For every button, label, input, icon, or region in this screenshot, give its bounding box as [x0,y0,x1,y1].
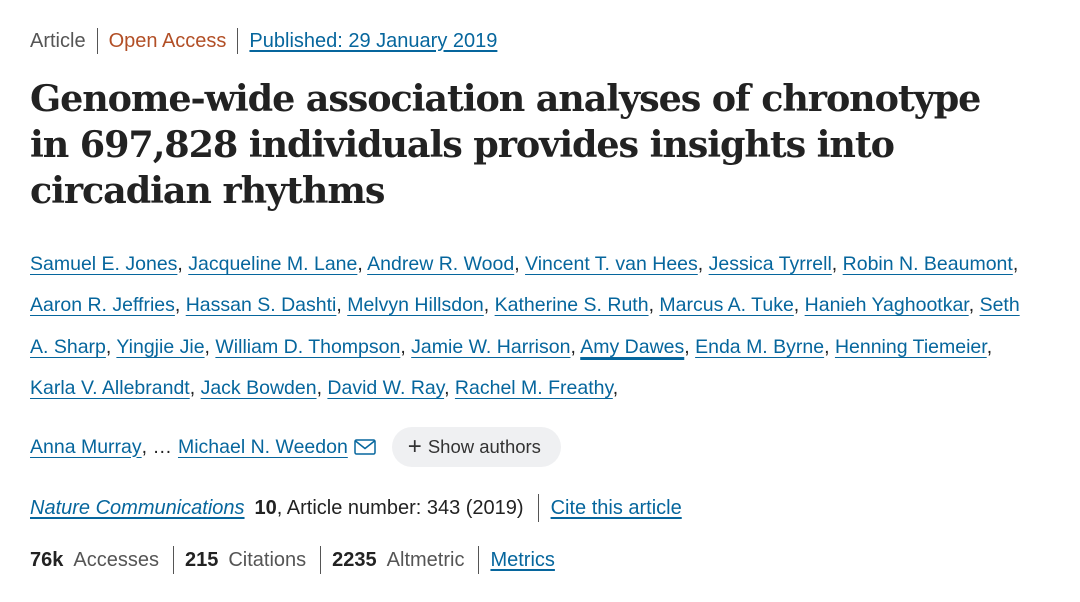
accesses-label: Accesses [73,548,159,571]
journal-name-link[interactable]: Nature Communications [30,496,245,519]
citations-label: Citations [228,548,307,571]
author-separator: , [831,253,843,275]
author-separator: , [570,335,581,358]
author-separator: , [444,376,455,399]
author-separator: , [105,335,117,358]
divider [237,28,239,54]
author-link[interactable]: Jamie W. Harrison [411,335,571,358]
author-separator: , [174,294,186,317]
altmetric-score: 2235 [332,548,377,571]
article-metrics: 76k Accesses 215 Citations 2235 Altmetri… [30,546,555,574]
author-link[interactable]: Yingjie Jie [116,335,205,358]
divider [320,546,322,574]
altmetric-label: Altmetric [386,548,465,571]
author-separator: , [336,294,348,317]
author-link[interactable]: Rachel M. Freathy [454,376,613,399]
author-separator: , [514,253,526,275]
divider [172,546,174,574]
article-title: Genome-wide association analyses of chro… [30,77,981,212]
author-link[interactable]: Andrew R. Wood [367,253,515,275]
author-link[interactable]: Jack Bowden [200,376,317,399]
divider [96,28,98,54]
show-authors-label: Show authors [427,436,541,457]
author-link[interactable]: Vincent T. van Hees [525,253,698,275]
author-separator: , … [141,435,172,458]
author-link[interactable]: Henning Tiemeier [834,335,987,358]
author-separator: , [400,335,412,358]
author-separator: , [483,294,495,317]
accesses-count: 76k [30,548,64,571]
published-date-link[interactable]: Published: 29 January 2019 [249,29,498,52]
author-link[interactable]: Karla V. Allebrandt [30,376,190,399]
cite-article-link[interactable]: Cite this article [550,496,682,519]
author-link[interactable]: William D. Thompson [215,335,401,358]
author-separator: , [684,335,696,358]
author-link[interactable]: Marcus A. Tuke [659,294,794,317]
author-separator: , [177,253,189,275]
author-link[interactable]: Samuel E. Jones [30,253,178,275]
author-link[interactable]: Jessica Tyrrell [708,253,832,275]
author-link[interactable]: Melvyn Hillsdon [347,294,484,317]
authors-ellipsis: … [152,435,172,458]
divider [537,494,539,522]
author-separator: , [793,294,805,317]
author-separator: , [968,294,980,317]
mail-icon[interactable] [354,438,376,456]
journal-info: Nature Communications 10 , Article numbe… [30,494,682,522]
show-authors-button[interactable]: + Show authors [391,427,561,467]
author-separator: , [986,335,993,358]
author-link[interactable]: Hanieh Yaghootkar [804,294,969,317]
author-separator: , [189,376,201,399]
author-link[interactable]: Jacqueline M. Lane [188,253,358,275]
divider [478,546,480,574]
open-access-badge: Open Access [108,29,227,52]
citations-count: 215 [184,548,219,571]
author-link[interactable]: David W. Ray [327,376,445,399]
journal-volume: 10 [254,496,277,519]
author-link[interactable]: Aaron R. Jeffries [30,294,175,317]
author-separator: , [612,376,619,399]
journal-details: , Article number: 343 (2019) [276,496,524,519]
author-separator: , [697,253,709,275]
author-separator: , [316,376,328,399]
author-list: Samuel E. Jones, Jacqueline M. Lane, And… [30,244,1040,409]
author-separator: , [1012,253,1019,275]
author-link[interactable]: Robin N. Beaumont [842,253,1013,275]
author-link[interactable]: Amy Dawes [580,335,685,358]
article-meta: Article Open Access Published: 29 Januar… [30,28,497,54]
author-list-end: Anna Murray, … Michael N. Weedon + Show … [30,427,561,467]
author-link[interactable]: Enda M. Byrne [695,335,825,358]
author-link[interactable]: Hassan S. Dashti [185,294,337,317]
author-link[interactable]: Anna Murray [30,435,142,458]
author-link[interactable]: Katherine S. Ruth [494,294,649,317]
author-separator: , [204,335,216,358]
author-link[interactable]: Seth A. Sharp [30,294,1020,358]
plus-icon: + [407,433,422,460]
article-type: Article [30,29,86,52]
author-separator: , [824,335,835,358]
author-separator: , [357,253,368,275]
author-separator: , [648,294,660,317]
metrics-link[interactable]: Metrics [490,548,555,571]
corresponding-author-link[interactable]: Michael N. Weedon [177,435,348,458]
